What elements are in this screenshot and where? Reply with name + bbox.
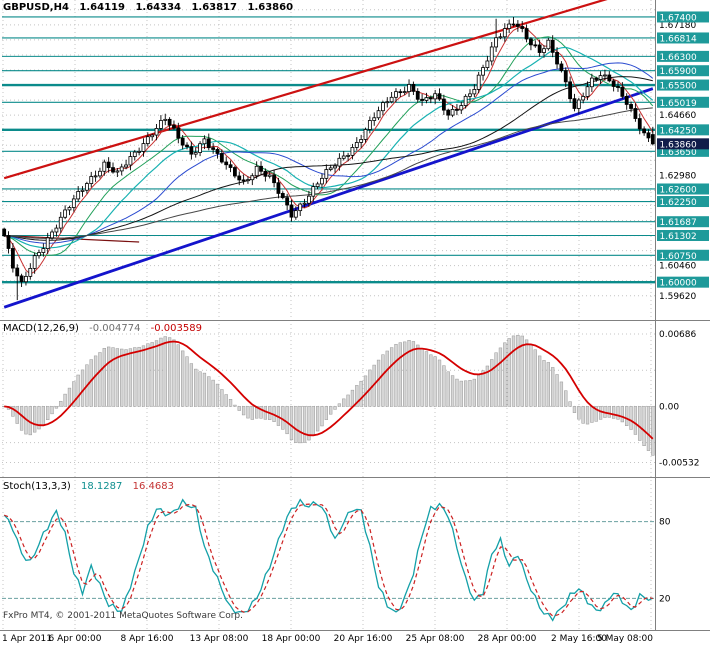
svg-text:25 Apr 08:00: 25 Apr 08:00	[406, 634, 465, 644]
svg-text:1.66300: 1.66300	[660, 53, 697, 63]
svg-text:1.63650: 1.63650	[660, 148, 697, 158]
svg-text:1.61687: 1.61687	[660, 218, 697, 228]
svg-text:0.00: 0.00	[659, 402, 679, 412]
svg-text:0.00686: 0.00686	[659, 330, 696, 340]
svg-text:1.60000: 1.60000	[660, 279, 697, 289]
svg-text:6 Apr 00:00: 6 Apr 00:00	[49, 634, 102, 644]
svg-text:13 Apr 08:00: 13 Apr 08:00	[190, 634, 249, 644]
svg-text:20 Apr 16:00: 20 Apr 16:00	[334, 634, 393, 644]
main-chart-layer	[2, 0, 655, 309]
grid-layer	[2, 0, 655, 630]
svg-text:8 Apr 16:00: 8 Apr 16:00	[121, 634, 174, 644]
svg-text:1.66814: 1.66814	[660, 34, 697, 44]
svg-text:1.64660: 1.64660	[659, 111, 696, 121]
svg-text:-0.00532: -0.00532	[659, 458, 699, 468]
svg-text:1.62600: 1.62600	[660, 185, 697, 195]
svg-text:1 Apr 2011: 1 Apr 2011	[2, 634, 52, 644]
svg-text:1.67180: 1.67180	[659, 21, 696, 31]
svg-text:1.64250: 1.64250	[660, 126, 697, 136]
macd-layer	[2, 333, 655, 463]
svg-text:80: 80	[659, 518, 671, 528]
svg-text:1.65500: 1.65500	[660, 82, 697, 92]
svg-text:1.65900: 1.65900	[660, 67, 697, 77]
svg-text:1.65019: 1.65019	[660, 99, 697, 109]
svg-text:1.59620: 1.59620	[659, 292, 696, 302]
svg-text:2 May 16:00: 2 May 16:00	[551, 634, 607, 644]
svg-text:20: 20	[659, 594, 671, 604]
svg-text:1.62250: 1.62250	[660, 198, 697, 208]
svg-text:1.67400: 1.67400	[660, 13, 697, 23]
stoch-layer	[2, 498, 655, 622]
svg-text:1.63860: 1.63860	[660, 140, 697, 150]
svg-text:1.60750: 1.60750	[660, 252, 697, 262]
svg-text:28 Apr 00:00: 28 Apr 00:00	[478, 634, 537, 644]
svg-text:1.62980: 1.62980	[659, 171, 696, 181]
svg-text:1.60460: 1.60460	[659, 262, 696, 272]
svg-text:18 Apr 00:00: 18 Apr 00:00	[262, 634, 321, 644]
svg-text:1.61302: 1.61302	[660, 232, 697, 242]
svg-text:5 May 08:00: 5 May 08:00	[597, 634, 653, 644]
